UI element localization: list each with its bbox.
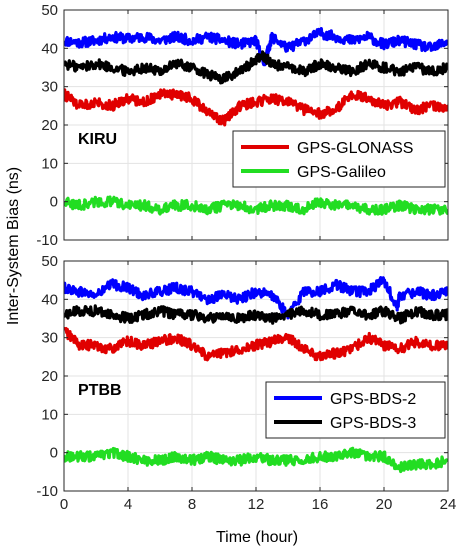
x-tick-label: 4 <box>124 496 132 513</box>
x-tick-label: 16 <box>312 496 329 513</box>
y-tick-label: 0 <box>50 194 58 211</box>
x-tick-label: 0 <box>60 496 68 513</box>
y-axis-label: Inter-System Bias (ns) <box>5 167 22 325</box>
series-line-gps-glonass <box>64 88 448 127</box>
series-line-gps-bds-3 <box>64 304 448 325</box>
x-tick-label: 8 <box>188 496 196 513</box>
y-tick-label: 20 <box>41 368 58 385</box>
legend-box <box>232 130 446 188</box>
y-tick-label: 0 <box>50 445 58 462</box>
legend-label: GPS-BDS-2 <box>330 391 416 408</box>
series-line-series-1 <box>64 50 448 85</box>
y-tick-label: 30 <box>41 330 58 347</box>
x-tick-label: 12 <box>248 496 265 513</box>
legend-label: GPS-Galileo <box>297 164 386 181</box>
station-label: KIRU <box>78 131 117 148</box>
legend-label: GPS-GLONASS <box>297 140 413 157</box>
series-line-gps-bds-2 <box>64 276 448 320</box>
x-tick-label: 20 <box>376 496 393 513</box>
y-tick-label: 40 <box>41 40 58 57</box>
y-tick-label: 50 <box>41 2 58 19</box>
legend: GPS-BDS-2 GPS-BDS-3 <box>265 381 446 439</box>
series-line-series-2 <box>64 326 448 362</box>
y-tick-label: -10 <box>36 232 58 249</box>
legend-label: GPS-BDS-3 <box>330 415 416 432</box>
y-tick-label: 50 <box>41 253 58 270</box>
y-tick-label: -10 <box>36 483 58 500</box>
series-line-series-3 <box>64 446 448 474</box>
y-tick-label: 40 <box>41 291 58 308</box>
y-tick-label: 10 <box>41 406 58 423</box>
station-label: PTBB <box>78 382 122 399</box>
legend: GPS-GLONASS GPS-Galileo <box>232 130 446 188</box>
y-tick-label: 10 <box>41 155 58 172</box>
panel-kiru: -10 0 10 20 30 40 50 KIRU GPS-GLONASS GPS-Galileo <box>36 2 449 249</box>
x-axis-label: Time (hour) <box>216 529 298 546</box>
legend-box <box>265 381 446 439</box>
x-tick-label: 24 <box>440 496 457 513</box>
y-tick-label: 30 <box>41 79 58 96</box>
series-line-gps-galileo <box>64 195 448 216</box>
y-tick-label: 20 <box>41 117 58 134</box>
series-line-series-0 <box>64 27 448 67</box>
